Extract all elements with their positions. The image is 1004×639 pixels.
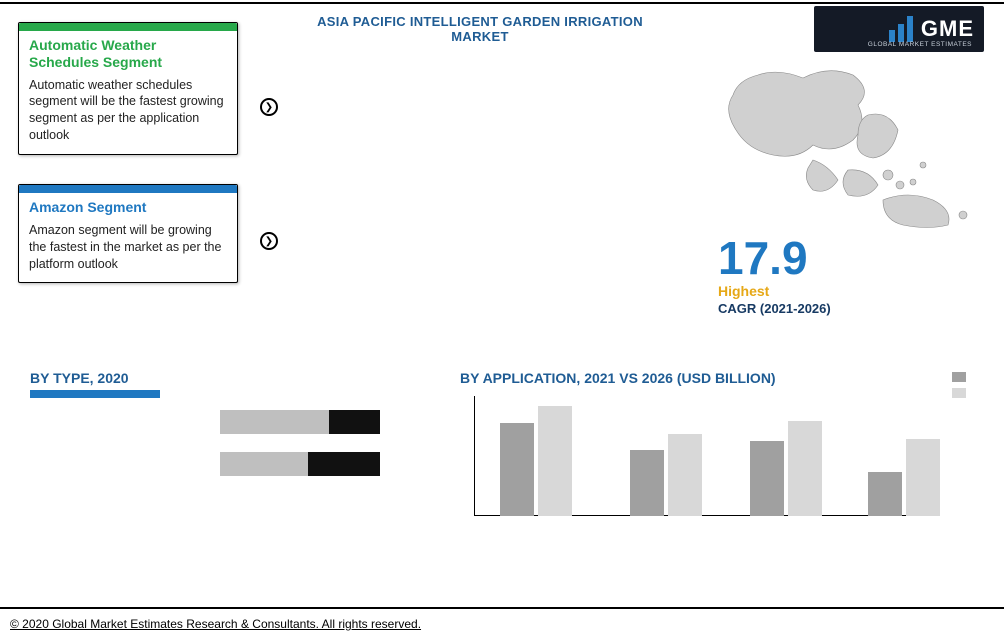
bar-2021 bbox=[500, 423, 534, 517]
by-type-chart bbox=[220, 410, 390, 494]
chevron-right-icon: ❯ bbox=[260, 232, 278, 250]
card-stripe bbox=[19, 185, 237, 193]
logo: GME GLOBAL MARKET ESTIMATES bbox=[814, 6, 984, 52]
chart-legend bbox=[952, 372, 966, 398]
type-bar-seg-dark bbox=[308, 452, 380, 476]
type-bar-row bbox=[220, 410, 380, 434]
logo-tagline: GLOBAL MARKET ESTIMATES bbox=[868, 41, 972, 48]
top-rule bbox=[0, 2, 1004, 4]
cagr-highest: Highest bbox=[718, 283, 978, 299]
legend-swatch bbox=[952, 372, 966, 382]
legend-item bbox=[952, 388, 966, 398]
bar-2021 bbox=[868, 472, 902, 516]
callout-card-weather: Automatic Weather Schedules Segment Auto… bbox=[18, 22, 238, 155]
y-axis bbox=[474, 396, 475, 516]
section-header-by-application: BY APPLICATION, 2021 VS 2026 (USD BILLIO… bbox=[460, 370, 776, 386]
card-stripe bbox=[19, 23, 237, 31]
infographic-root: GME GLOBAL MARKET ESTIMATES ASIA PACIFIC… bbox=[0, 0, 1004, 639]
bottom-rule bbox=[0, 607, 1004, 609]
cagr-value: 17.9 bbox=[718, 235, 978, 281]
bar-group bbox=[868, 439, 940, 516]
by-application-chart bbox=[460, 390, 970, 540]
callout-card-amazon: Amazon Segment Amazon segment will be gr… bbox=[18, 184, 238, 283]
bar-group bbox=[630, 434, 702, 517]
logo-text: GME bbox=[921, 16, 974, 42]
type-bar-row bbox=[220, 452, 380, 476]
bar-2021 bbox=[750, 441, 784, 516]
bar-group bbox=[750, 421, 822, 516]
card-body: Amazon segment will be growing the faste… bbox=[29, 222, 227, 273]
legend-swatch bbox=[952, 388, 966, 398]
card-body: Automatic weather schedules segment will… bbox=[29, 77, 227, 145]
asia-pacific-map-icon bbox=[718, 60, 978, 230]
logo-bars-icon bbox=[889, 16, 913, 42]
bar-2026 bbox=[668, 434, 702, 517]
bullet-icon: ❯ bbox=[260, 98, 288, 116]
type-bar-seg-light bbox=[220, 410, 329, 434]
copyright-text: © 2020 Global Market Estimates Research … bbox=[10, 617, 421, 631]
bar-2026 bbox=[538, 406, 572, 516]
main-title: ASIA PACIFIC INTELLIGENT GARDEN IRRIGATI… bbox=[270, 14, 690, 44]
section-header-by-type: BY TYPE, 2020 bbox=[30, 370, 129, 386]
type-bar-seg-dark bbox=[329, 410, 380, 434]
bar-2021 bbox=[630, 450, 664, 516]
bar-2026 bbox=[906, 439, 940, 516]
card-title: Amazon Segment bbox=[29, 199, 227, 216]
legend-item bbox=[952, 372, 966, 382]
map-cagr-block: 17.9 Highest CAGR (2021-2026) bbox=[718, 60, 978, 316]
section-underline bbox=[30, 390, 160, 398]
type-bar-seg-light bbox=[220, 452, 308, 476]
chevron-right-icon: ❯ bbox=[260, 98, 278, 116]
bar-group bbox=[500, 406, 572, 516]
bar-2026 bbox=[788, 421, 822, 516]
cagr-label: CAGR (2021-2026) bbox=[718, 301, 978, 316]
title-line2: MARKET bbox=[270, 29, 690, 44]
bullet-icon: ❯ bbox=[260, 232, 288, 250]
title-line1: ASIA PACIFIC INTELLIGENT GARDEN IRRIGATI… bbox=[270, 14, 690, 29]
card-title: Automatic Weather Schedules Segment bbox=[29, 37, 227, 71]
